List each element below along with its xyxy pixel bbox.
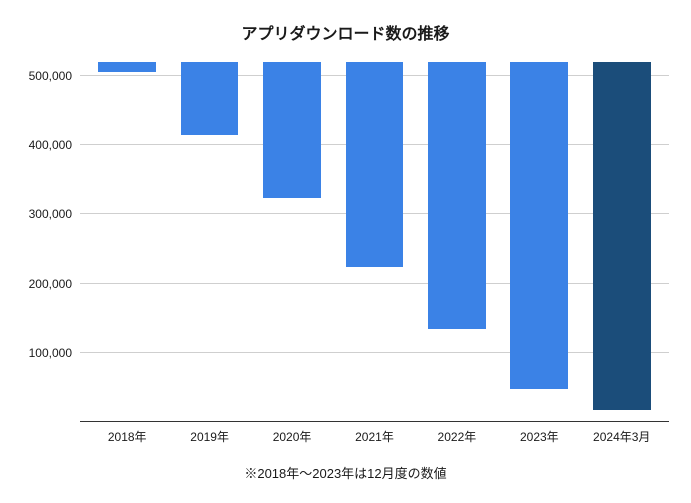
x-axis-labels: 2018年2019年2020年2021年2022年2023年2024年3月 (80, 422, 669, 445)
x-tick-label: 2019年 (168, 422, 250, 445)
x-tick-label: 2018年 (86, 422, 168, 445)
plot-region: 100,000200,000300,000400,000500,000 (80, 62, 669, 422)
bar-slot (168, 62, 250, 422)
y-tick-label: 300,000 (18, 208, 80, 220)
x-tick-label: 2024年3月 (581, 422, 663, 445)
bar (428, 62, 486, 329)
bar (98, 62, 156, 72)
bar-slot (498, 62, 580, 422)
bar-slot (86, 62, 168, 422)
y-tick-label: 200,000 (18, 278, 80, 290)
bar-slot (581, 62, 663, 422)
chart-title: アプリダウンロード数の推移 (18, 20, 673, 44)
x-tick-label: 2022年 (416, 422, 498, 445)
chart-container: アプリダウンロード数の推移 100,000 200,000 300,000 400,0… (0, 0, 691, 503)
y-tick-label: 400,000 (18, 139, 80, 151)
x-tick-label: 2020年 (251, 422, 333, 445)
bar-slot (251, 62, 333, 422)
bar (263, 62, 321, 198)
chart-footnote: ※2018年〜2023年は12月度の数値 (18, 463, 673, 482)
bar (593, 62, 651, 410)
bar (510, 62, 568, 389)
bar (346, 62, 404, 267)
bar-slot (333, 62, 415, 422)
y-tick-label: 500,000 (18, 70, 80, 82)
x-tick-label: 2021年 (333, 422, 415, 445)
bar (181, 62, 239, 135)
bars-group (80, 62, 669, 422)
bar-slot (416, 62, 498, 422)
y-axis: 100,000 200,000 300,000 400,000 500,000 (18, 62, 80, 422)
x-tick-label: 2023年 (498, 422, 580, 445)
y-tick-label: 100,000 (18, 347, 80, 359)
